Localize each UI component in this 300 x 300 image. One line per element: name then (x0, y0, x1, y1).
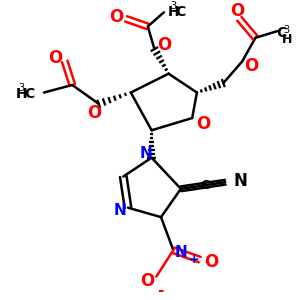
Text: O: O (204, 253, 218, 271)
Text: O: O (157, 36, 171, 54)
Text: O: O (230, 2, 244, 20)
Text: O: O (87, 104, 101, 122)
Text: O: O (196, 115, 211, 133)
Text: 3: 3 (18, 83, 24, 93)
Text: +: + (189, 253, 200, 266)
Text: H: H (281, 33, 292, 46)
Text: N: N (140, 146, 152, 161)
Text: O: O (244, 57, 259, 75)
Text: O: O (110, 8, 124, 26)
Text: -: - (157, 283, 163, 298)
Text: C: C (24, 87, 34, 101)
Text: N: N (113, 203, 126, 218)
Text: N: N (175, 244, 187, 260)
Text: 3: 3 (284, 25, 290, 35)
Text: O: O (140, 272, 154, 290)
Text: C: C (176, 5, 186, 19)
Text: H: H (167, 5, 179, 19)
Text: N: N (233, 172, 247, 190)
Text: O: O (48, 49, 62, 67)
Text: C: C (277, 26, 287, 40)
Text: C: C (200, 179, 209, 193)
Text: H: H (16, 87, 27, 101)
Text: 3: 3 (170, 1, 176, 11)
